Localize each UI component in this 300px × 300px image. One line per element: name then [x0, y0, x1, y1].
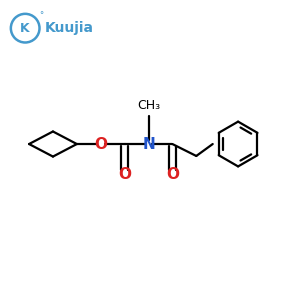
Text: O: O: [166, 167, 179, 182]
Text: °: °: [39, 11, 43, 20]
Text: Kuujia: Kuujia: [45, 21, 94, 35]
Text: CH₃: CH₃: [137, 99, 160, 112]
Text: K: K: [20, 22, 30, 35]
Text: O: O: [118, 167, 131, 182]
Text: O: O: [94, 136, 107, 152]
Text: N: N: [142, 136, 155, 152]
